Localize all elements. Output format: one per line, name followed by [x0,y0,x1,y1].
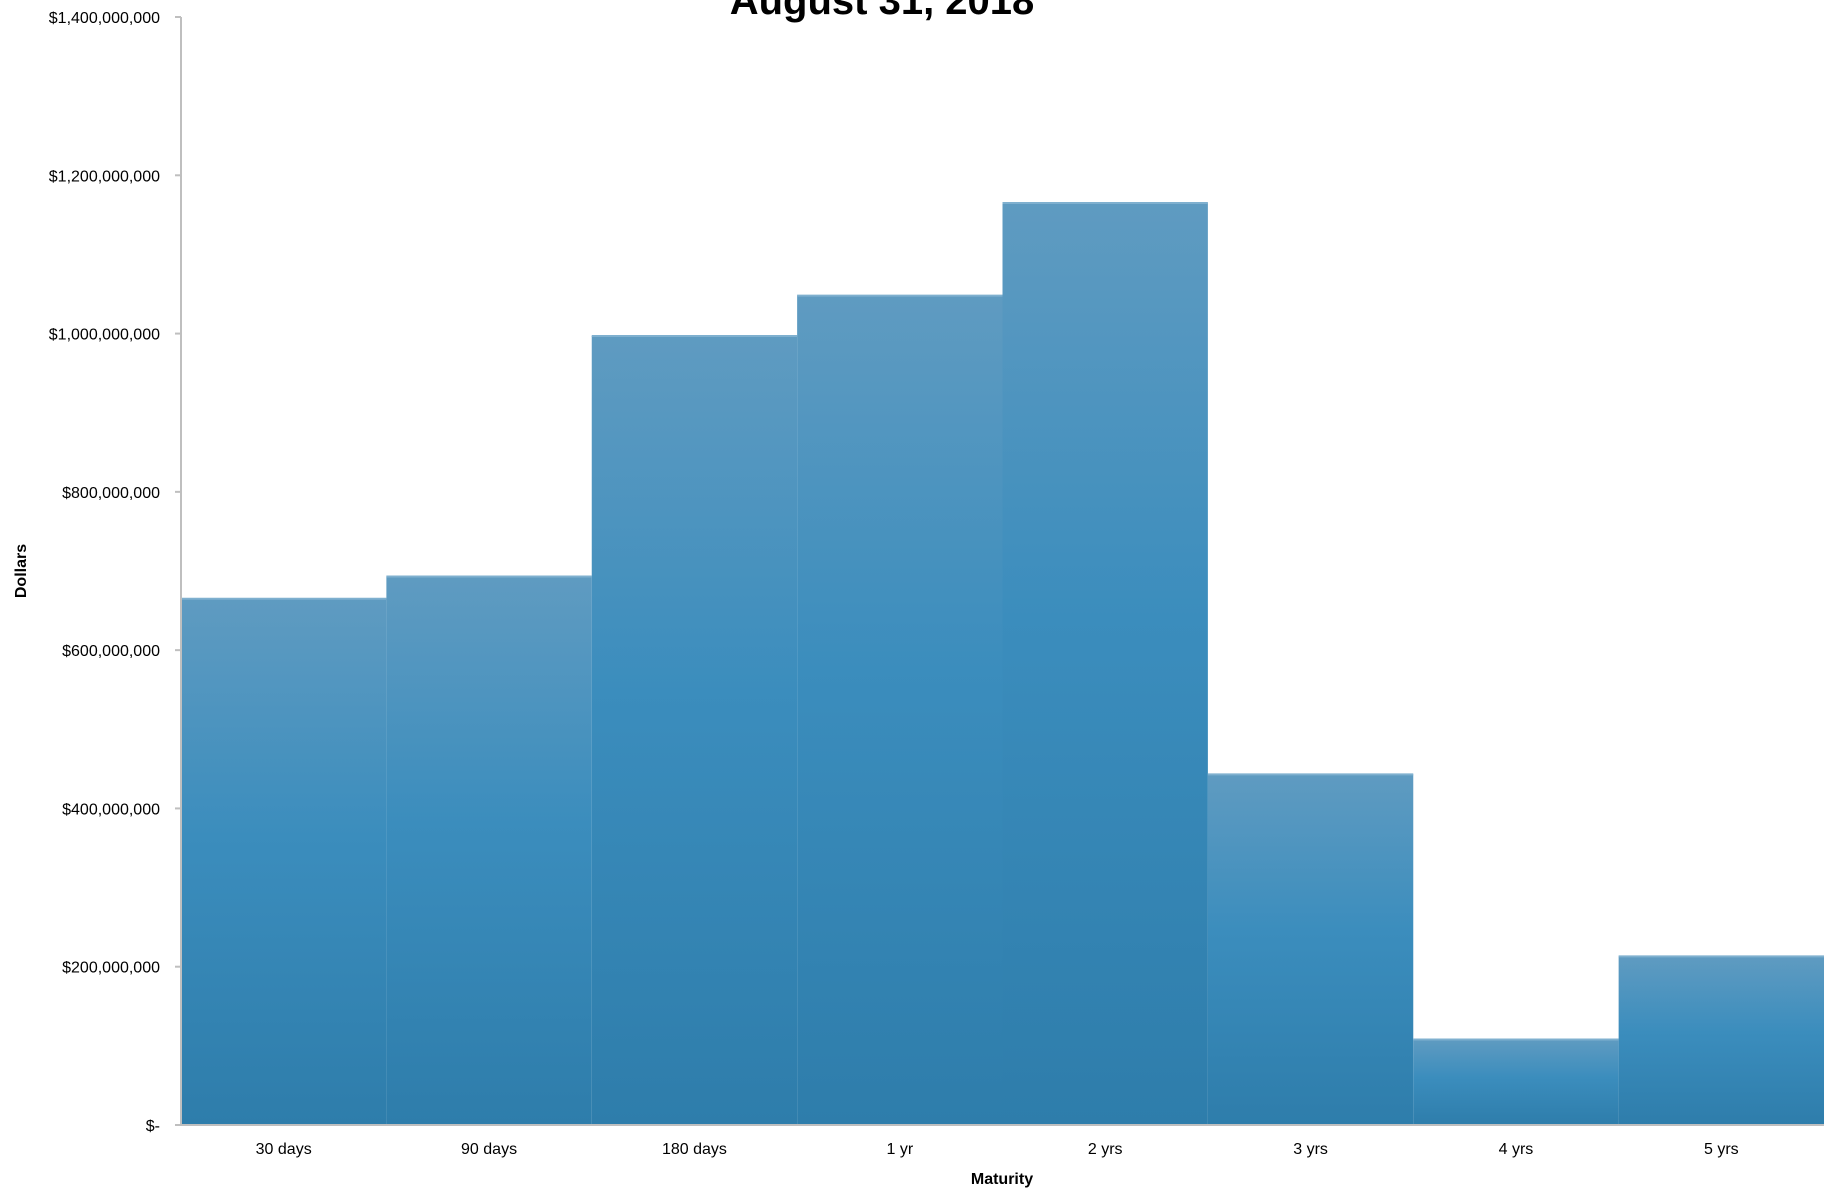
bars-layer [181,201,1825,1126]
x-tick-label: 2 yrs [1088,1141,1123,1158]
bar-30-days [181,598,387,1125]
y-tick-label: $1,200,000,000 [49,168,160,185]
y-tick-label: $600,000,000 [62,643,160,660]
y-tick-label: $- [146,1118,160,1135]
bar-180-days [591,335,798,1125]
bar-1-yr [797,295,1003,1126]
bar-90-days [386,576,592,1125]
x-tick-label: 5 yrs [1704,1141,1739,1158]
x-tick-label: 4 yrs [1499,1141,1534,1158]
chart-title: August 31, 2018 [730,0,1035,23]
y-tick-label: $800,000,000 [62,485,160,502]
x-tick-label: 90 days [461,1141,517,1158]
x-tick-label: 3 yrs [1293,1141,1328,1158]
bar-3-yrs [1207,774,1414,1125]
axes-layer [175,16,1824,1126]
y-tick-label: $1,000,000,000 [49,327,160,344]
y-tick-label: $200,000,000 [62,960,160,977]
y-tick-label: $400,000,000 [62,801,160,818]
bar-2-yrs [1002,202,1208,1126]
bar-4-yrs [1413,1039,1619,1125]
x-axis-title: Maturity [971,1171,1033,1188]
labels-layer: $- $200,000,000 $400,000,000 $600,000,000 $8… [49,10,1739,1158]
x-tick-label: 30 days [256,1141,312,1158]
x-tick-label: 180 days [662,1141,727,1158]
x-tick-label: 1 yr [886,1141,913,1158]
bar-5-yrs [1618,956,1825,1125]
y-axis-title: Dollars [13,544,30,598]
y-tick-label: $1,400,000,000 [49,10,160,27]
